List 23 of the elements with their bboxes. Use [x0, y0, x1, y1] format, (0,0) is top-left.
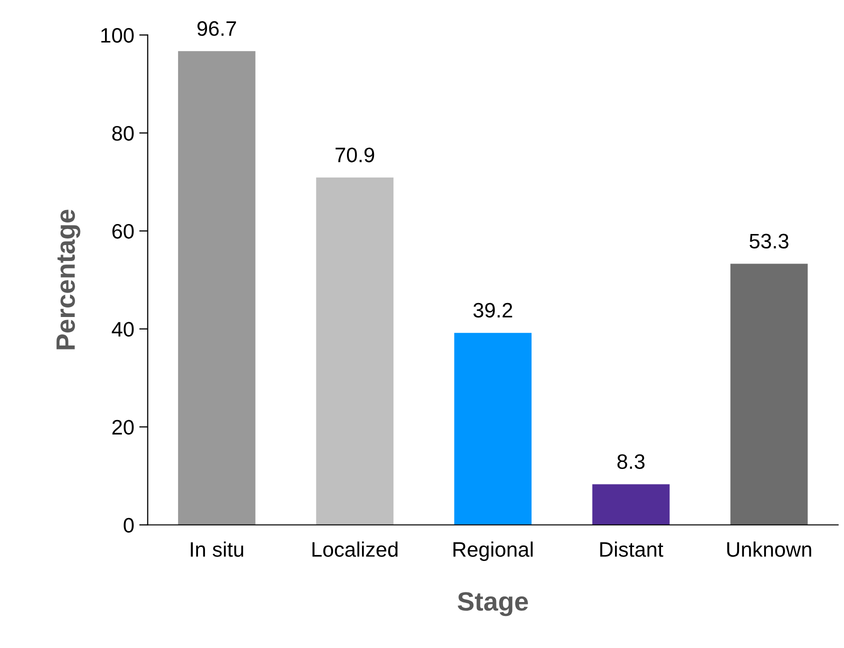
- y-axis-title: Percentage: [56, 210, 80, 350]
- y-tick-label: 100: [101, 28, 134, 43]
- y-tick-label: 80: [112, 126, 134, 141]
- x-tick-label: Localized: [312, 542, 398, 557]
- y-tick-label: 0: [124, 518, 134, 533]
- y-tick-label: 40: [112, 322, 134, 337]
- bar: [178, 51, 256, 525]
- data-label: 8.3: [617, 454, 645, 469]
- data-label: 70.9: [336, 148, 374, 162]
- data-label: 39.2: [473, 302, 512, 318]
- bar: [454, 332, 532, 525]
- bar: [730, 264, 808, 525]
- data-label: 53.3: [750, 234, 788, 249]
- bar: [316, 178, 394, 525]
- data-label: 96.7: [197, 21, 236, 36]
- bar: [592, 484, 670, 525]
- x-axis-title: Stage: [458, 592, 528, 616]
- y-tick-label: 20: [112, 420, 134, 435]
- x-tick-label: Unknown: [727, 542, 812, 557]
- x-tick-label: Distant: [600, 542, 664, 557]
- x-tick-label: In situ: [190, 542, 244, 557]
- x-tick-label: Regional: [453, 542, 533, 561]
- y-tick-label: 60: [112, 224, 134, 239]
